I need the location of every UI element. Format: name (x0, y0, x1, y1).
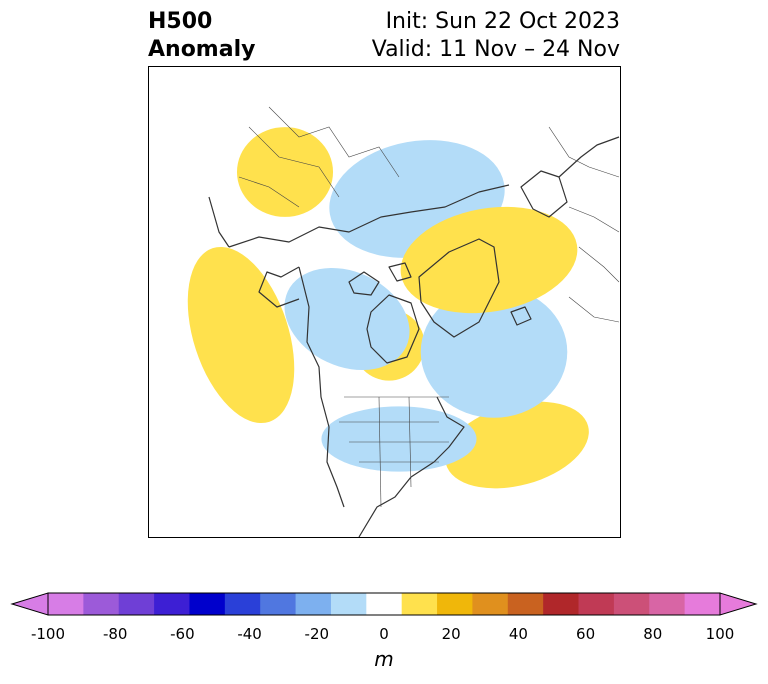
anomaly-center (187, 246, 295, 424)
colorbar-swatch (330, 593, 367, 615)
political-border (568, 206, 620, 233)
coastline (510, 306, 532, 326)
anomaly-contour (400, 206, 578, 314)
colorbar-tick-label: -60 (170, 625, 195, 643)
colorbar-tick-label: 80 (643, 625, 663, 643)
colorbar-swatch (613, 593, 650, 615)
variable-title: H500 (148, 9, 213, 34)
colorbar-swatch (649, 593, 686, 615)
colorbar-tick-label: 60 (576, 625, 596, 643)
colorbar-tick-label: -80 (102, 625, 128, 643)
chart-title-right: Init: Sun 22 Oct 2023 Valid: 11 Nov – 24… (372, 8, 620, 64)
colorbar-tick-label: -100 (30, 625, 66, 643)
colorbar-tick-label: 40 (508, 625, 528, 643)
colorbar-swatch (154, 593, 190, 615)
anomaly-center (236, 127, 334, 217)
anomaly-center (445, 401, 589, 489)
political-border (238, 176, 300, 208)
anomaly-center (321, 406, 477, 472)
colorbar-frame (47, 592, 721, 616)
anomaly-center (400, 206, 578, 314)
coastline (208, 196, 230, 248)
political-border (268, 106, 400, 178)
colorbar-swatch (224, 593, 261, 615)
coastline (366, 294, 420, 364)
colorbar-tick-label: 0 (379, 625, 389, 643)
political-border (408, 396, 412, 488)
colorbar-swatch (472, 593, 509, 615)
colorbar-swatch (578, 593, 615, 615)
colorbar-swatch (366, 593, 403, 615)
coastline (388, 262, 412, 282)
anomaly-contour (321, 406, 477, 472)
anomaly-map (148, 66, 621, 538)
colorbar-tick-label: -40 (237, 625, 262, 643)
colorbar-swatch (260, 593, 297, 615)
colorbar-swatch (684, 593, 721, 615)
colorbar-tick-label: 20 (441, 625, 461, 643)
colorbar-tick-label: -20 (304, 625, 330, 643)
colorbar-extend-low (10, 592, 49, 616)
colorbar-swatch (543, 593, 580, 615)
political-border (378, 396, 382, 508)
anomaly-contour (445, 401, 589, 489)
anomaly-contour (187, 246, 295, 424)
colorbar-swatch (48, 593, 84, 615)
colorbar-swatch (83, 593, 120, 615)
colorbar-swatch (507, 593, 544, 615)
chart-title-left: H500 Anomaly (148, 8, 255, 64)
coastline (520, 170, 568, 218)
coastline (298, 266, 345, 508)
colorbar-unit-label: m (374, 647, 394, 671)
anomaly-contour (236, 127, 334, 217)
colorbar-extend-high (719, 592, 758, 616)
colorbar-swatch (189, 593, 226, 615)
anomaly-center (329, 140, 505, 258)
colorbar-swatch (401, 593, 438, 615)
colorbar-swatch (295, 593, 332, 615)
colorbar-swatch (118, 593, 155, 615)
political-border (578, 246, 620, 283)
coastline (228, 184, 510, 248)
coastline (558, 136, 620, 178)
coastline (418, 238, 500, 338)
init-date: Init: Sun 22 Oct 2023 (385, 9, 620, 34)
political-border (248, 126, 340, 198)
colorbar-swatch (437, 593, 473, 615)
valid-period: Valid: 11 Nov – 24 Nov (371, 37, 620, 62)
political-border (548, 126, 620, 178)
anomaly-title: Anomaly (148, 37, 256, 62)
coastline (258, 266, 300, 308)
anomaly-contour (284, 267, 410, 371)
colorbar-tick-label: 100 (705, 625, 735, 643)
colorbar (10, 592, 758, 616)
political-border (568, 296, 620, 323)
coastline (348, 271, 380, 296)
